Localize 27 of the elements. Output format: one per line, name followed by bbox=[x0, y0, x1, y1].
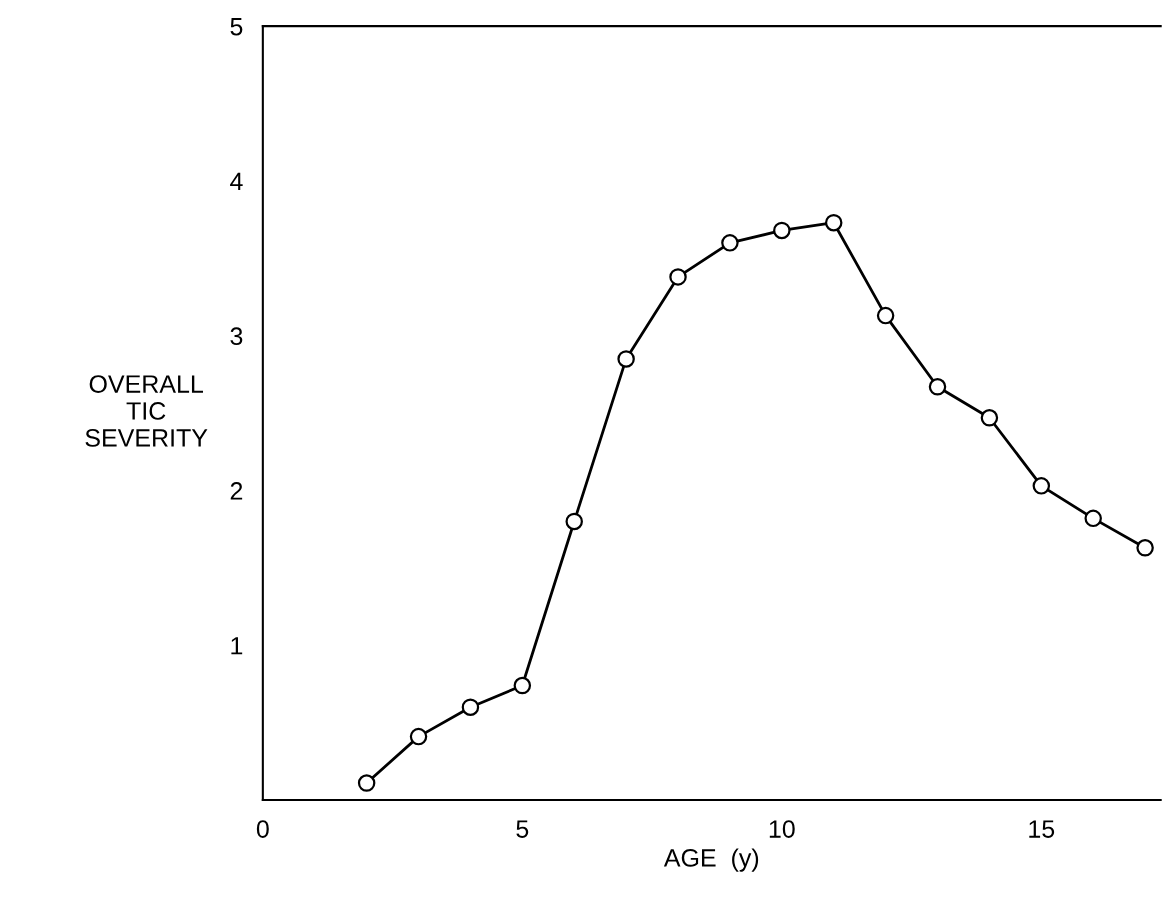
point bbox=[721, 234, 739, 252]
x-axis-title: AGE (y) bbox=[663, 848, 759, 872]
point bbox=[565, 512, 583, 531]
y-tick-label: 3 bbox=[230, 327, 243, 346]
x-tick-label: 5 bbox=[516, 820, 529, 838]
point bbox=[928, 378, 947, 396]
y-tick-label: 5 bbox=[230, 18, 243, 36]
x-tick-label: 0 bbox=[256, 820, 269, 838]
point bbox=[980, 409, 999, 427]
point bbox=[1032, 477, 1051, 495]
point bbox=[617, 350, 635, 368]
point bbox=[513, 676, 532, 695]
x-tick-label: 15 bbox=[1029, 820, 1055, 838]
point bbox=[461, 698, 480, 716]
point bbox=[824, 213, 843, 232]
y-axis-title: OVERALL TIC SEVERITY bbox=[85, 375, 208, 447]
point bbox=[357, 774, 376, 792]
point bbox=[669, 268, 687, 286]
point bbox=[409, 727, 428, 746]
point bbox=[773, 221, 791, 240]
y-tick-label: 4 bbox=[230, 172, 243, 190]
y-tick-label: 2 bbox=[230, 482, 243, 500]
point bbox=[1136, 539, 1154, 557]
y-tick-label: 1 bbox=[231, 637, 243, 655]
x-tick-label: 10 bbox=[769, 820, 795, 838]
point bbox=[1084, 509, 1102, 528]
point bbox=[876, 306, 895, 325]
